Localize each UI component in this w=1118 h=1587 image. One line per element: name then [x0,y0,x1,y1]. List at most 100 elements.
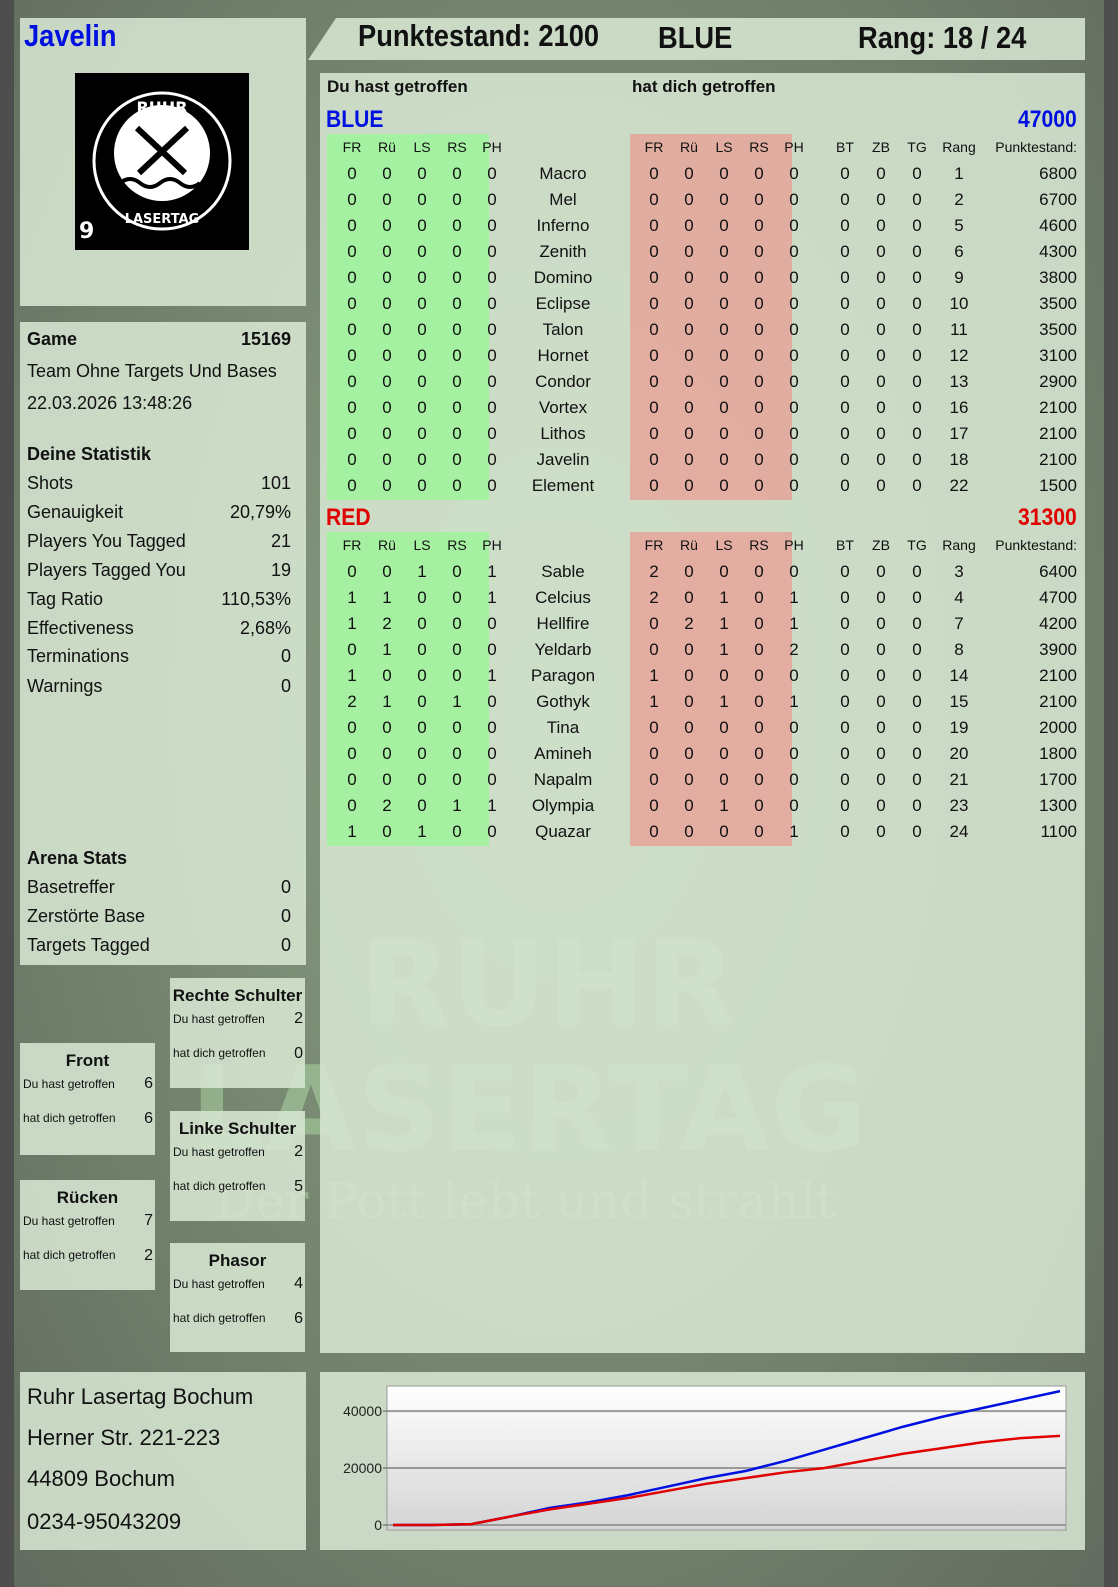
you-hit-cell: 0 [487,640,497,659]
player-row[interactable]: 2 1 0 1 0 Gothyk 1 0 1 0 1 0 0 0 15 2100 [320,692,1085,718]
rank-cell: 16 [949,398,969,417]
hit-you-label: hat dich getroffen [632,77,776,96]
hit-you-cell: 2 [684,614,694,633]
player-row[interactable]: 0 0 0 0 0 Zenith 0 0 0 0 0 0 0 0 6 4300 [320,242,1085,268]
player-row[interactable]: 1 0 1 0 0 Quazar 0 0 0 0 1 0 0 0 24 1100 [320,822,1085,848]
player-row[interactable]: 0 0 0 0 0 Condor 0 0 0 0 0 0 0 0 13 2900 [320,372,1085,398]
you-hit-cell: 0 [452,164,462,183]
extra-cell: 0 [840,372,850,391]
hit-you-cell: 0 [684,562,694,581]
hit-you-cell: 0 [754,372,764,391]
hit-you-cell: 0 [789,164,799,183]
hit-you-cell: 0 [789,476,799,495]
team-total: 47000 [1018,106,1077,133]
extra-cell: 0 [840,320,850,339]
extra-cell: 0 [840,268,850,287]
player-row[interactable]: 0 0 0 0 0 Napalm 0 0 0 0 0 0 0 0 21 1700 [320,770,1085,796]
stat-label: Effectiveness [27,618,134,638]
extra-cell: 0 [912,294,922,313]
game-id-row: Game 15169 [27,329,291,350]
game-datetime-text: 22.03.2026 13:48:26 [27,393,193,413]
hit-you-cell: 0 [754,320,764,339]
hit-you-cell: 0 [719,822,729,841]
player-row[interactable]: 0 0 0 0 0 Mel 0 0 0 0 0 0 0 0 2 6700 [320,190,1085,216]
you-hit-cell: 0 [347,476,357,495]
column-header: ZB [872,139,890,155]
extra-cell: 0 [912,346,922,365]
player-row[interactable]: 0 0 0 0 0 Inferno 0 0 0 0 0 0 0 0 5 4600 [320,216,1085,242]
hit-you-cell: 0 [754,242,764,261]
player-name-cell: Gothyk [536,692,590,711]
hit-you-cell: 0 [719,294,729,313]
hit-you-cell: 0 [719,216,729,235]
series-line-1 [393,1434,1061,1527]
rank-cell: 11 [950,320,968,339]
stat-row: Terminations 0 [27,646,291,667]
player-row[interactable]: 0 0 0 0 0 Javelin 0 0 0 0 0 0 0 0 18 2100 [320,450,1085,476]
column-header: PH [784,537,804,553]
extra-cell: 0 [840,398,850,417]
you-hit-cell: 1 [487,588,497,607]
player-row[interactable]: 0 0 0 0 0 Lithos 0 0 0 0 0 0 0 0 17 2100 [320,424,1085,450]
player-name-cell: Element [531,476,595,495]
hit-you-cell: 0 [649,216,659,235]
hit-zone-title: Front [65,1051,110,1070]
player-row[interactable]: 1 1 0 0 1 Celcius 2 0 1 0 1 0 0 0 4 4700 [320,588,1085,614]
arena-row: Basetreffer 0 [27,877,291,898]
player-row[interactable]: 0 0 1 0 1 Sable 2 0 0 0 0 0 0 0 3 6400 [320,562,1085,588]
you-hit-cell: 0 [452,666,462,685]
player-row[interactable]: 1 2 0 0 0 Hellfire 0 2 1 0 1 0 0 0 7 4200 [320,614,1085,640]
player-row[interactable]: 0 0 0 0 0 Macro 0 0 0 0 0 0 0 0 1 6800 [320,164,1085,190]
hit-zone-box: Linke Schulter Du hast getroffen 2 hat dich… [170,1111,305,1221]
column-header: LS [715,537,733,553]
stat-value: 0 [280,676,291,696]
extra-cell: 0 [912,372,922,391]
hit-you-cell: 0 [649,346,659,365]
team-name: RED [326,504,371,531]
player-row[interactable]: 1 0 0 0 1 Paragon 1 0 0 0 0 0 0 0 14 2100 [320,666,1085,692]
extra-cell: 0 [840,346,850,365]
player-team: BLUE [658,20,733,55]
score-cell: 1100 [1040,822,1077,841]
you-hit-cell: 0 [417,744,427,763]
extra-cell: 0 [912,744,922,763]
extra-cell: 0 [840,796,850,815]
y-tick-label: 0 [374,1517,382,1533]
player-row[interactable]: 0 0 0 0 0 Tina 0 0 0 0 0 0 0 0 19 2000 [320,718,1085,744]
arena-title-text: Arena Stats [27,848,128,868]
player-row[interactable]: 0 0 0 0 0 Vortex 0 0 0 0 0 0 0 0 16 2100 [320,398,1085,424]
player-row[interactable]: 0 0 0 0 0 Hornet 0 0 0 0 0 0 0 0 12 3100 [320,346,1085,372]
player-row[interactable]: 0 2 0 1 1 Olympia 0 0 1 0 0 0 0 0 23 1300 [320,796,1085,822]
player-row[interactable]: 0 0 0 0 0 Talon 0 0 0 0 0 0 0 0 11 3500 [320,320,1085,346]
player-row[interactable]: 0 0 0 0 0 Domino 0 0 0 0 0 0 0 0 9 3800 [320,268,1085,294]
extra-cell: 0 [876,692,886,711]
team-total: 31300 [1018,504,1077,531]
player-row[interactable]: 0 0 0 0 0 Amineh 0 0 0 0 0 0 0 0 20 1800 [320,744,1085,770]
player-row[interactable]: 0 0 0 0 0 Element 0 0 0 0 0 0 0 0 22 1500 [320,476,1085,502]
player-name-cell: Paragon [530,666,596,685]
hit-you-cell: 0 [719,770,729,789]
player-rank: Rang: 18 / 24 [858,20,1027,55]
hit-you-cell: 0 [684,476,694,495]
hit-you-value: 2 [144,1247,153,1264]
extra-cell: 0 [840,562,850,581]
player-row[interactable]: 0 1 0 0 0 Yeldarb 0 0 1 0 2 0 0 0 8 3900 [320,640,1085,666]
you-hit-label: Du hast getroffen [173,1277,265,1291]
column-header: RS [447,537,467,553]
stat-label: Tag Ratio [27,589,104,609]
hit-you-cell: 0 [684,450,694,469]
hit-you-label: hat dich getroffen [23,1248,116,1262]
extra-cell: 0 [876,372,886,391]
hit-you-cell: 0 [719,268,729,287]
player-row[interactable]: 0 0 0 0 0 Eclipse 0 0 0 0 0 0 0 0 10 3500 [320,294,1085,320]
stat-row: Shots 101 [27,473,291,494]
column-header: FR [342,139,362,155]
you-hit-cell: 0 [452,372,462,391]
hit-you-cell: 0 [684,692,694,711]
column-header: Rü [378,537,396,553]
y-tick-label: 40000 [343,1403,382,1419]
extra-cell: 0 [876,588,886,607]
you-hit-cell: 0 [382,320,392,339]
column-header: PH [482,537,502,553]
hit-you-cell: 0 [754,718,764,737]
